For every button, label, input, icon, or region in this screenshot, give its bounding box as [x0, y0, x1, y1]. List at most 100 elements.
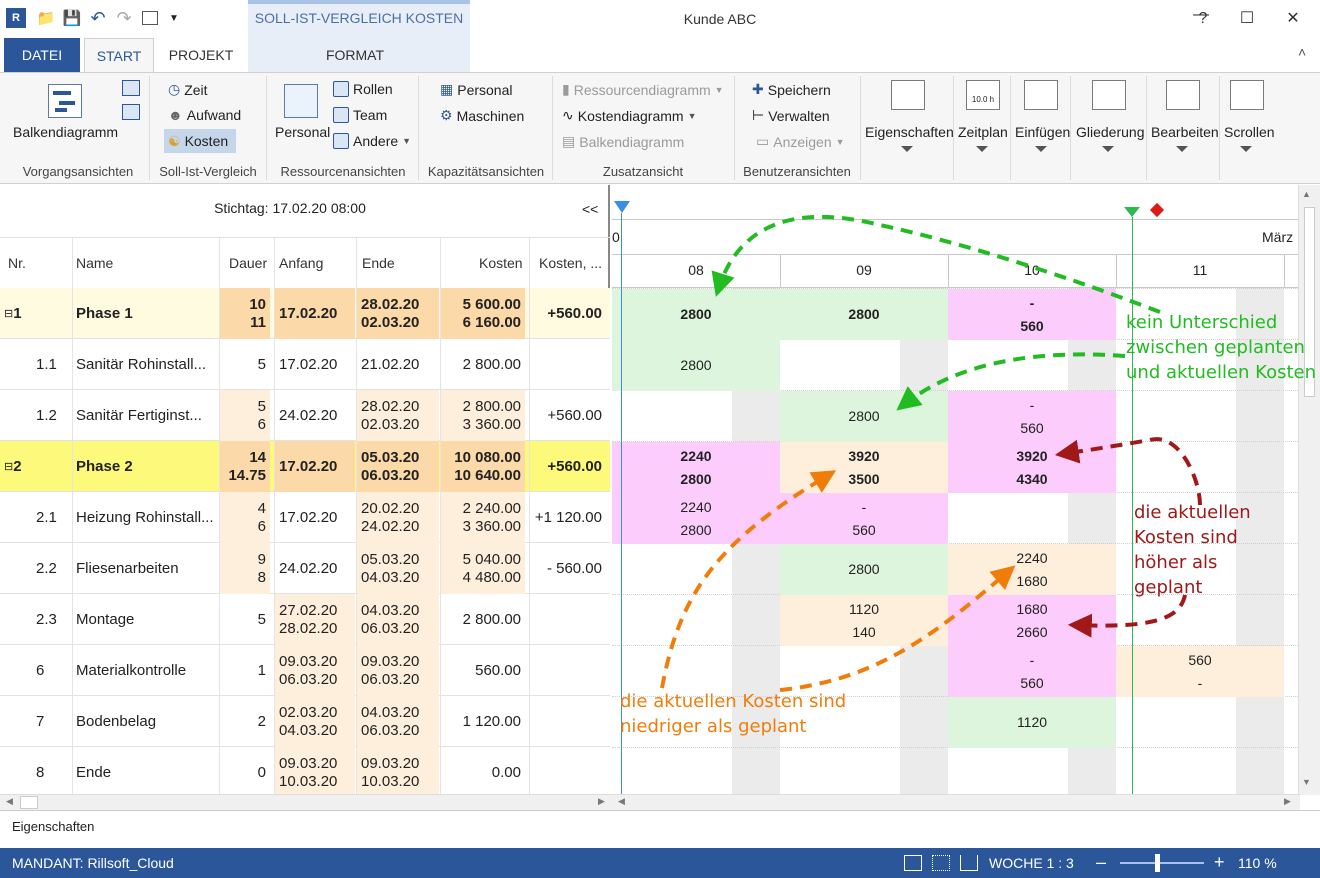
- kostendiagramm-button[interactable]: ∿ Kostendiagramm ▼: [562, 107, 696, 124]
- verwalten-button[interactable]: ⊢ Verwalten: [752, 107, 830, 124]
- andere-button[interactable]: Andere ▼: [333, 133, 411, 149]
- rollen-button[interactable]: Rollen: [333, 81, 393, 97]
- cell-anfang[interactable]: 02.03.20 04.03.20: [275, 696, 355, 747]
- table-row[interactable]: 6 Materialkontrolle 1 09.03.20 06.03.20 09.03…: [0, 645, 610, 696]
- cell-name[interactable]: Phase 2: [76, 441, 216, 492]
- scroll-left-icon[interactable]: ◀: [618, 796, 625, 806]
- eigenschaften-button[interactable]: Eigenschaften: [865, 124, 954, 140]
- cell-anfang[interactable]: 27.02.20 28.02.20: [275, 594, 355, 645]
- woche-label[interactable]: WOCHE 1 : 3: [989, 855, 1074, 871]
- gantt-cost-cell[interactable]: 1120: [948, 697, 1116, 748]
- cell-diff[interactable]: +560.00: [530, 390, 606, 441]
- undo-icon[interactable]: ↶: [90, 7, 106, 28]
- gantt-cost-cell[interactable]: 3920 3500: [780, 442, 948, 493]
- scroll-left-icon[interactable]: ◀: [6, 796, 13, 806]
- tab-datei[interactable]: DATEI: [4, 38, 80, 72]
- cell-ende[interactable]: 21.02.20: [357, 339, 439, 390]
- scroll-up-icon[interactable]: ▲: [1302, 189, 1311, 199]
- cell-diff[interactable]: - 560.00: [530, 543, 606, 594]
- collapse-phase-icon[interactable]: ⊟: [4, 307, 14, 320]
- gantt-cost-cell[interactable]: 2240 1680: [948, 544, 1116, 595]
- cell-anfang[interactable]: 24.02.20: [275, 390, 355, 441]
- maximize-icon[interactable]: ☐: [1239, 10, 1255, 27]
- cell-ende[interactable]: 20.02.20 24.02.20: [357, 492, 439, 543]
- gantt-cost-cell[interactable]: 2800: [780, 391, 948, 442]
- cell-diff[interactable]: +1 120.00: [530, 492, 606, 543]
- header-name[interactable]: Name: [76, 255, 114, 271]
- scrollen-button[interactable]: Scrollen: [1224, 124, 1275, 140]
- view-small-2-icon[interactable]: [122, 104, 140, 120]
- gantt-cost-cell[interactable]: 1120 140: [780, 595, 948, 646]
- view-mode-1-icon[interactable]: [904, 855, 922, 871]
- vertical-scrollbar[interactable]: ▲ ▼: [1298, 185, 1320, 795]
- view-mode-2-icon[interactable]: [932, 855, 950, 871]
- cell-nr[interactable]: 2.3: [8, 594, 70, 645]
- cell-ende[interactable]: 28.02.20 02.03.20: [357, 288, 439, 339]
- aufwand-button[interactable]: ☻ Aufwand: [168, 107, 241, 123]
- table-row[interactable]: 2.2 Fliesenarbeiten 9 8 24.02.20 05.03.20 04.0…: [0, 543, 610, 594]
- gantt-cost-cell[interactable]: 2240 2800: [612, 442, 780, 493]
- cell-kosten[interactable]: 2 240.00 3 360.00: [441, 492, 525, 543]
- cell-diff[interactable]: [530, 696, 606, 747]
- gantt-cost-cell[interactable]: 2800: [780, 544, 948, 595]
- open-folder-icon[interactable]: 📁: [36, 10, 56, 27]
- zoom-in-icon[interactable]: +: [1214, 852, 1225, 872]
- close-icon[interactable]: ✕: [1286, 10, 1300, 27]
- cell-kosten[interactable]: 10 080.00 10 640.00: [441, 441, 525, 492]
- zusatz-balkendiagramm-button[interactable]: ▤ Balkendiagramm: [562, 133, 684, 150]
- cell-diff[interactable]: [530, 645, 606, 696]
- save-icon[interactable]: 💾: [62, 10, 82, 27]
- cell-name[interactable]: Sanitär Rohinstall...: [76, 339, 216, 390]
- table-row[interactable]: 1.2 Sanitär Fertiginst... 5 6 24.02.20 28.02.…: [0, 390, 610, 441]
- gantt-cost-cell[interactable]: - 560: [948, 646, 1116, 697]
- cell-dauer[interactable]: 1: [220, 645, 270, 696]
- header-kosten[interactable]: Kosten: [479, 255, 523, 271]
- cell-dauer[interactable]: 0: [220, 747, 270, 798]
- cell-ende[interactable]: 05.03.20 04.03.20: [357, 543, 439, 594]
- cell-dauer[interactable]: 10 11: [220, 288, 270, 339]
- cell-anfang[interactable]: 09.03.20 10.03.20: [275, 747, 355, 798]
- ressourcendiagramm-button[interactable]: ▮ Ressourcendiagramm ▼: [562, 81, 724, 98]
- cell-kosten[interactable]: 2 800.00: [441, 339, 525, 390]
- gliederung-button[interactable]: Gliederung: [1076, 124, 1145, 140]
- gantt-cost-cell[interactable]: - 560: [780, 493, 948, 544]
- qat-customize-icon[interactable]: ▼: [169, 12, 179, 24]
- cell-ende[interactable]: 28.02.20 02.03.20: [357, 390, 439, 441]
- tab-projekt[interactable]: PROJEKT: [168, 47, 234, 63]
- cell-kosten[interactable]: 2 800.00 3 360.00: [441, 390, 525, 441]
- bearbeiten-button[interactable]: Bearbeiten: [1151, 124, 1219, 140]
- gantt-cost-cell[interactable]: 3920 4340: [948, 442, 1116, 493]
- cell-kosten[interactable]: 5 600.00 6 160.00: [441, 288, 525, 339]
- header-anfang[interactable]: Anfang: [279, 255, 324, 271]
- cell-dauer[interactable]: 14 14.75: [220, 441, 270, 492]
- cell-nr[interactable]: 2.2: [8, 543, 70, 594]
- eigenschaften-label[interactable]: Eigenschaften: [12, 819, 95, 834]
- cell-name[interactable]: Bodenbelag: [76, 696, 216, 747]
- cell-dauer[interactable]: 5: [220, 339, 270, 390]
- cell-diff[interactable]: [530, 594, 606, 645]
- gantt-cost-cell[interactable]: 2240 2800: [612, 493, 780, 544]
- redo-icon[interactable]: ↷: [116, 7, 132, 28]
- cell-nr[interactable]: 6: [8, 645, 70, 696]
- cell-ende[interactable]: 04.03.20 06.03.20: [357, 594, 439, 645]
- cell-name[interactable]: Heizung Rohinstall...: [76, 492, 216, 543]
- table-row[interactable]: 7 Bodenbelag 2 02.03.20 04.03.20 04.03.20 06.0…: [0, 696, 610, 747]
- cell-nr[interactable]: ⊟ 1: [4, 288, 64, 339]
- cell-ende[interactable]: 09.03.20 06.03.20: [357, 645, 439, 696]
- zeit-button[interactable]: ◷ Zeit: [168, 81, 208, 98]
- cell-nr[interactable]: ⊟ 2: [4, 441, 64, 492]
- gantt-cost-cell[interactable]: 2800: [612, 289, 780, 340]
- cell-nr[interactable]: 7: [8, 696, 70, 747]
- cell-diff[interactable]: [530, 747, 606, 798]
- team-button[interactable]: Team: [333, 107, 387, 123]
- header-kosten-diff[interactable]: Kosten, ...: [539, 255, 603, 271]
- gantt-cost-cell[interactable]: 2800: [780, 289, 948, 340]
- cell-name[interactable]: Montage: [76, 594, 216, 645]
- zoom-slider-thumb[interactable]: [1155, 854, 1160, 872]
- cell-nr[interactable]: 8: [8, 747, 70, 798]
- gantt-cost-cell[interactable]: 560 -: [1116, 646, 1284, 697]
- cell-name[interactable]: Fliesenarbeiten: [76, 543, 216, 594]
- einfuegen-button[interactable]: Einfügen: [1015, 124, 1071, 140]
